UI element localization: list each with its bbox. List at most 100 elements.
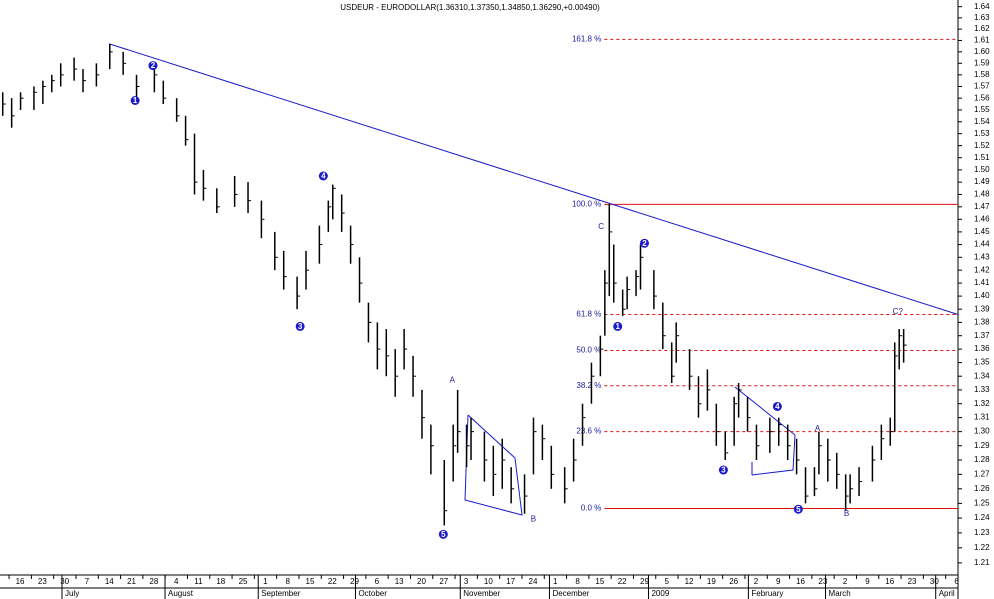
x-tick-label: 13 [395,577,404,586]
wave-letter: A [450,375,456,384]
y-tick-label: 1.32 [974,399,990,408]
x-tick-label: 23 [818,577,827,586]
wave-marker [148,61,158,71]
x-tick-label: 5 [665,577,670,586]
y-tick-label: 1.41 [974,278,990,287]
x-tick-label: 27 [439,577,448,586]
wave-letter: C [598,222,604,231]
x-tick-label: 6 [954,577,959,586]
y-tick-label: 1.61 [974,36,990,45]
x-tick-label: 6 [375,577,380,586]
month-label: February [751,589,783,598]
x-tick-label: 21 [127,577,136,586]
month-label: July [65,589,79,598]
y-tick-label: 1.57 [974,82,990,91]
y-tick-label: 1.36 [974,344,990,353]
y-tick-label: 1.30 [974,427,990,436]
y-tick-label: 1.52 [974,141,990,150]
wave-marker [793,504,803,514]
x-tick-label: 12 [685,577,694,586]
y-tick-label: 1.64 [974,2,990,11]
wave-label: 1 [615,322,620,331]
wave-marker [639,238,649,248]
x-tick-label: 2 [843,577,848,586]
wave-label: 4 [321,172,326,181]
x-tick-label: 25 [239,577,248,586]
y-tick-label: 1.63 [974,13,990,22]
y-tick-label: 1.23 [974,528,990,537]
wave-letter: B [844,509,849,518]
fib-label: 23.6 % [576,427,601,436]
wave-letter: B [531,515,536,524]
x-tick-label: 3 [464,577,469,586]
x-tick-label: 11 [194,577,203,586]
fib-label: 50.0 % [576,346,601,355]
fib-label: 0.0 % [581,504,601,513]
month-label: 2009 [651,589,669,598]
wave-label: 3 [721,466,726,475]
x-tick-label: 18 [216,577,225,586]
wave-letter: C? [893,307,904,316]
y-tick-label: 1.53 [974,129,990,138]
x-tick-label: 28 [149,577,158,586]
month-label: November [463,589,500,598]
x-tick-label: 30 [60,577,69,586]
y-tick-label: 1.55 [974,105,990,114]
y-tick-label: 1.26 [974,484,990,493]
y-tick-label: 1.51 [974,153,990,162]
y-tick-label: 1.47 [974,202,990,211]
x-tick-label: 7 [85,577,90,586]
x-tick-label: 8 [575,577,580,586]
x-tick-label: 19 [707,577,716,586]
x-tick-label: 15 [595,577,604,586]
wave-label: 5 [796,505,801,514]
y-tick-label: 1.29 [974,441,990,450]
y-tick-label: 1.22 [974,543,990,552]
wedge [751,434,796,476]
y-tick-label: 1.31 [974,413,990,422]
fib-label: 61.8 % [576,310,601,319]
y-tick-label: 1.48 [974,190,990,199]
y-tick-label: 1.46 [974,214,990,223]
y-tick-label: 1.58 [974,70,990,79]
wave-label: 1 [133,96,138,105]
wave-letter: A [815,424,821,433]
y-tick-label: 1.33 [974,385,990,394]
y-tick-label: 1.24 [974,513,990,522]
y-tick-label: 1.59 [974,58,990,67]
wave-label: 3 [298,322,303,331]
wedge [464,414,523,516]
wave-marker [295,321,305,331]
x-tick-label: 26 [729,577,738,586]
x-tick-label: 16 [885,577,894,586]
x-tick-label: 1 [263,577,268,586]
x-tick-label: 9 [865,577,870,586]
wave-marker [772,401,782,411]
month-label: December [552,589,589,598]
y-tick-label: 1.28 [974,455,990,464]
y-tick-label: 1.56 [974,93,990,102]
x-tick-label: 24 [529,577,538,586]
wave-label: 2 [642,239,647,248]
y-tick-label: 1.50 [974,165,990,174]
y-tick-label: 1.34 [974,371,990,380]
y-tick-label: 1.42 [974,265,990,274]
x-tick-label: 10 [484,577,493,586]
x-tick-label: 4 [174,577,179,586]
fib-label: 161.8 % [572,34,601,43]
y-tick-label: 1.60 [974,47,990,56]
y-tick-label: 1.49 [974,177,990,186]
y-tick-label: 1.40 [974,291,990,300]
wave-label: 5 [441,530,446,539]
y-tick-label: 1.54 [974,117,990,126]
x-tick-label: 1 [553,577,558,586]
x-tick-label: 29 [640,577,649,586]
wave-label: 2 [151,61,156,70]
month-label: August [168,589,194,598]
y-tick-label: 1.38 [974,318,990,327]
wave-marker [718,465,728,475]
x-tick-label: 15 [306,577,315,586]
wave-marker [613,321,623,331]
x-tick-label: 17 [506,577,515,586]
